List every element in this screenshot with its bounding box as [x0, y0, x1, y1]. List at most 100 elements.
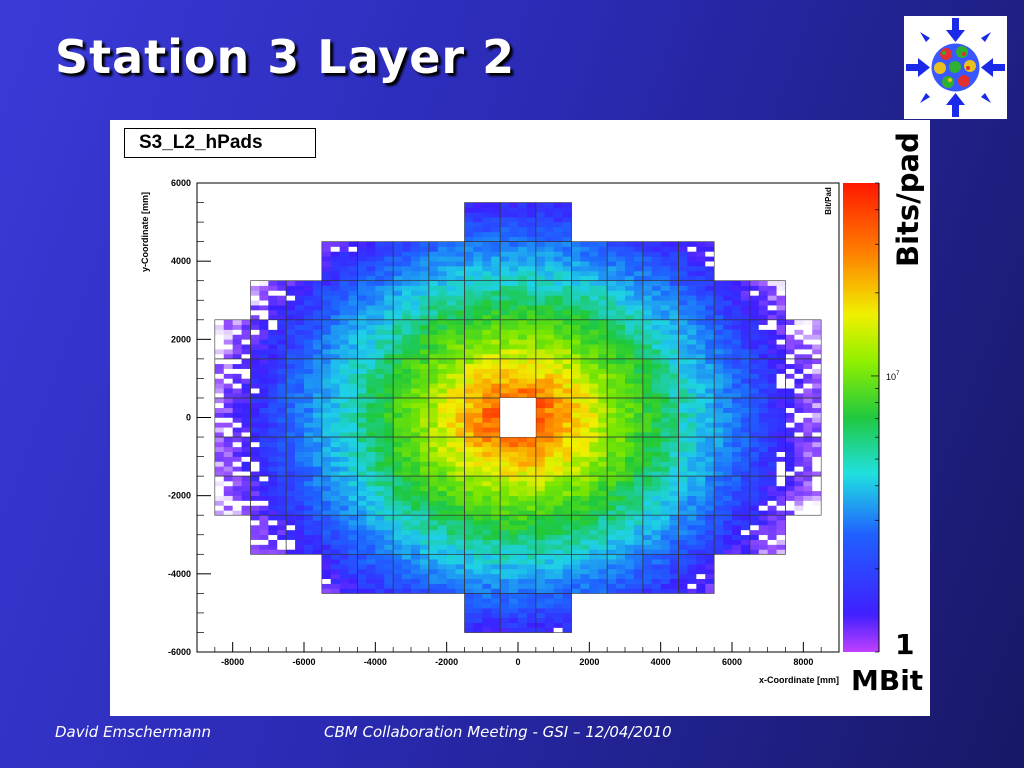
heatmap-cell: [812, 451, 822, 457]
heatmap-cell: [286, 334, 296, 340]
heatmap-cell: [491, 310, 501, 316]
heatmap-cell: [580, 256, 590, 262]
heatmap-cell: [651, 588, 661, 594]
heatmap-cell: [393, 422, 403, 428]
heatmap-cell: [749, 310, 760, 316]
heatmap-cell: [767, 310, 777, 316]
heatmap-cell: [571, 378, 581, 384]
heatmap-cell: [304, 324, 314, 330]
heatmap-cell: [767, 500, 777, 506]
heatmap-cell: [625, 397, 635, 404]
heatmap-cell: [526, 363, 537, 369]
heatmap-cell: [669, 412, 679, 418]
heatmap-cell: [259, 290, 269, 296]
heatmap-cell: [651, 363, 661, 369]
heatmap-cell: [304, 441, 314, 448]
heatmap-cell: [696, 407, 706, 413]
heatmap-cell: [491, 261, 501, 267]
heatmap-cell: [553, 471, 563, 477]
heatmap-cell: [509, 608, 519, 614]
heatmap-cell: [571, 544, 581, 550]
heatmap-cell: [633, 505, 644, 511]
heatmap-cell: [419, 295, 430, 301]
heatmap-cell: [482, 246, 492, 252]
heatmap-cell: [250, 422, 260, 428]
heatmap-cell: [714, 378, 724, 384]
heatmap-cell: [455, 363, 465, 369]
heatmap-cell: [633, 559, 644, 565]
heatmap-cell: [535, 358, 546, 365]
heatmap-cell: [464, 622, 474, 628]
heatmap-cell: [437, 510, 447, 516]
heatmap-cell: [455, 266, 465, 272]
heatmap-cell: [749, 534, 760, 540]
heatmap-cell: [687, 568, 697, 575]
heatmap-cell: [455, 495, 465, 501]
heatmap-cell: [749, 505, 760, 511]
heatmap-cell: [767, 446, 777, 452]
heatmap-cell: [732, 534, 742, 540]
heatmap-cell: [651, 280, 661, 286]
heatmap-cell: [321, 310, 332, 316]
heatmap-cell: [732, 456, 742, 462]
heatmap-cell: [625, 363, 635, 369]
heatmap-cell: [696, 368, 706, 374]
heatmap-cell: [491, 222, 501, 228]
heatmap-cell: [785, 471, 795, 477]
heatmap-cell: [696, 461, 706, 467]
heatmap-cell: [268, 490, 278, 496]
heatmap-cell: [785, 339, 795, 345]
heatmap-cell: [598, 539, 608, 545]
heatmap-cell: [526, 476, 537, 482]
heatmap-cell: [411, 246, 421, 252]
heatmap-cell: [214, 422, 225, 428]
heatmap-cell: [625, 476, 635, 482]
heatmap-cell: [580, 363, 590, 369]
heatmap-cell: [562, 490, 572, 496]
heatmap-cell: [419, 524, 430, 531]
heatmap-cell: [259, 349, 269, 355]
heatmap-cell: [526, 490, 537, 496]
heatmap-cell: [535, 300, 546, 306]
heatmap-cell: [393, 500, 403, 506]
heatmap-cell: [669, 529, 679, 536]
heatmap-cell: [402, 368, 412, 374]
heatmap-cell: [491, 515, 501, 521]
heatmap-cell: [714, 393, 724, 399]
heatmap-cell: [428, 564, 439, 570]
heatmap-cell: [277, 500, 287, 506]
heatmap-cell: [277, 485, 287, 492]
heatmap-cell: [321, 397, 332, 404]
heatmap-cell: [580, 334, 590, 340]
heatmap-cell: [277, 339, 287, 345]
heatmap-cell: [419, 466, 430, 472]
heatmap-cell: [402, 280, 412, 286]
heatmap-cell: [366, 461, 376, 467]
heatmap-cell: [758, 441, 768, 448]
heatmap-cell: [571, 383, 581, 389]
heatmap-cell: [562, 261, 572, 267]
heatmap-cell: [402, 305, 412, 311]
heatmap-cell: [651, 481, 661, 487]
heatmap-cell: [402, 353, 412, 360]
heatmap-cell: [580, 383, 590, 389]
heatmap-cell: [642, 344, 653, 350]
heatmap-cell: [749, 319, 760, 325]
heatmap-cell: [642, 422, 653, 428]
heatmap-cell: [607, 559, 617, 565]
heatmap-cell: [482, 310, 492, 316]
heatmap-cell: [509, 617, 519, 623]
heatmap-cell: [223, 378, 233, 384]
heatmap-cell: [812, 383, 822, 389]
heatmap-cell: [500, 388, 510, 394]
heatmap-cell: [330, 368, 340, 374]
heatmap-cell: [473, 393, 483, 399]
heatmap-cell: [758, 500, 768, 506]
heatmap-cell: [411, 446, 421, 452]
heatmap-cell: [553, 261, 563, 267]
heatmap-cell: [633, 466, 644, 472]
heatmap-cell: [651, 476, 661, 482]
heatmap-cell: [553, 441, 563, 448]
heatmap-cell: [428, 368, 439, 374]
heatmap-cell: [580, 559, 590, 565]
